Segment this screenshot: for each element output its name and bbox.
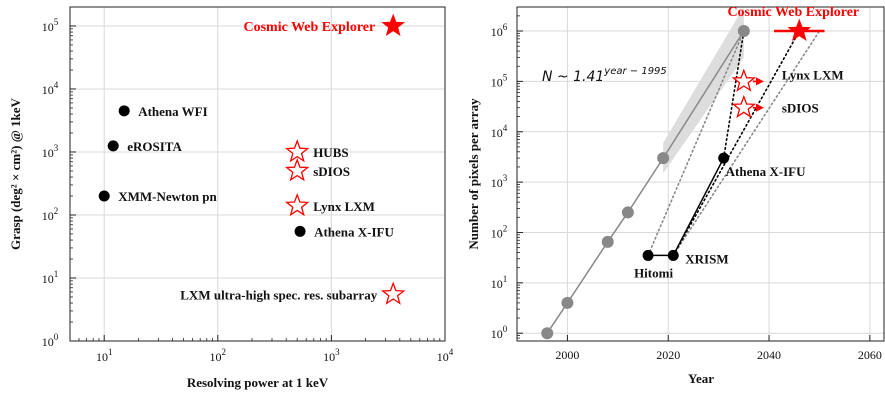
right-point-lynx-lxm-arrow-head (756, 77, 765, 86)
left-point-athena-wfi-label: Athena WFI (138, 104, 207, 119)
left-y-tick-label: 100 (42, 332, 59, 349)
right-trend-point (561, 296, 574, 309)
left-point-hubs-marker (284, 139, 310, 163)
right-growth-uncertainty-band (663, 7, 744, 174)
right-y-tick-label: 104 (491, 123, 508, 140)
left-x-tick-label: 103 (323, 347, 340, 364)
right-y-tick-label: 102 (491, 223, 508, 240)
left-point-lxm-ultra-high-spec-res-subarray-label: LXM ultra-high spec. res. subarray (180, 287, 377, 302)
right-x-tick-label: 2040 (757, 348, 781, 362)
right-chart-pixels-vs-year: 2000 2020 2040 2060 100 101 102 103 104 105 106 Yea… (466, 5, 885, 386)
right-projection-line-1 (672, 30, 821, 257)
left-chart-grasp-vs-resolving-power: 101 102 103 104 100 101 102 103 104 105 Resolving … (8, 6, 454, 390)
left-point-sdios-marker (284, 158, 310, 182)
left-y-tick-label: 103 (42, 143, 59, 160)
right-x-tick-label: 2020 (656, 348, 680, 362)
right-trend-point (621, 206, 634, 219)
left-y-tick-label: 102 (42, 206, 59, 223)
left-point-cosmic-web-explorer-marker (381, 13, 406, 37)
left-point-athena-wfi-marker (118, 105, 130, 117)
left-y-tick-label: 101 (42, 269, 59, 286)
left-point-athena-x-ifu-label: Athena X-IFU (314, 224, 394, 239)
left-point-lynx-lxm-label: Lynx LXM (313, 199, 375, 214)
left-point-lxm-ultra-high-spec-res-subarray-marker (380, 281, 406, 305)
right-trend-point (737, 25, 750, 38)
right-y-tick-label: 106 (491, 22, 508, 39)
right-point-sdios-label: sDIOS (782, 101, 819, 116)
right-point-hitomi-marker (642, 249, 654, 261)
right-segment-1 (672, 157, 725, 256)
left-point-xmm-newton-pn-marker (98, 190, 110, 202)
right-x-tick-label: 2060 (858, 348, 882, 362)
right-plot-frame (516, 6, 885, 342)
right-y-tick-label: 100 (491, 324, 508, 341)
right-y-tick-label: 105 (491, 72, 508, 89)
right-trend-point (657, 152, 670, 165)
left-plot-area (70, 7, 445, 341)
left-y-tick-label: 105 (42, 17, 59, 34)
left-point-lynx-lxm-marker (284, 192, 310, 217)
right-projection-line-2 (722, 30, 745, 159)
left-point-athena-x-ifu-marker (294, 225, 306, 237)
left-plot-frame (69, 6, 446, 342)
left-x-tick-label: 104 (437, 347, 454, 364)
left-point-sdios-label: sDIOS (313, 164, 350, 179)
right-trend-point (601, 235, 614, 248)
right-trend-line (546, 30, 745, 334)
left-x-tick-label: 101 (96, 347, 113, 364)
right-x-tick-label: 2000 (555, 348, 579, 362)
right-point-lynx-lxm-marker (731, 68, 757, 92)
right-point-athena-x-ifu-label: Athena X-IFU (726, 164, 806, 179)
right-y-axis-title: Number of pixels per array (466, 98, 481, 250)
right-point-lynx-lxm-label: Lynx LXM (782, 67, 844, 82)
right-point-sdios-marker (731, 94, 757, 119)
right-growth-formula: N ~ 1.41year − 1995 (542, 66, 667, 85)
left-point-xmm-newton-pn-label: XMM-Newton pn (118, 189, 217, 204)
right-y-tick-label: 103 (491, 173, 508, 190)
right-point-hitomi-label: Hitomi (634, 265, 673, 280)
left-point-erosita-marker (107, 140, 119, 152)
left-y-tick-label: 104 (42, 80, 59, 97)
left-point-cosmic-web-explorer-label: Cosmic Web Explorer (244, 20, 376, 35)
right-point-sdios-arrow-head (756, 103, 765, 112)
right-point-athena-x-ifu-marker (718, 152, 730, 164)
left-point-erosita-label: eROSITA (127, 139, 182, 154)
left-x-axis-title: Resolving power at 1 keV (187, 375, 329, 390)
right-plot-content (541, 7, 821, 340)
left-point-hubs-label: HUBS (313, 145, 348, 160)
right-point-xrism-label: XRISM (685, 251, 728, 266)
right-x-axis-title: Year (688, 371, 714, 386)
right-projection-line-0 (647, 30, 745, 257)
right-point-cosmic-web-explorer-marker (787, 18, 812, 42)
left-y-axis-title: Grasp (deg² × cm²) @ 1keV (8, 97, 23, 249)
right-y-tick-label: 101 (491, 274, 508, 291)
right-point-cosmic-web-explorer-label: Cosmic Web Explorer (727, 5, 859, 20)
right-trend-point (541, 327, 554, 340)
right-point-xrism-marker (667, 249, 679, 261)
left-x-tick-label: 102 (210, 347, 227, 364)
right-plot-area (517, 7, 885, 341)
